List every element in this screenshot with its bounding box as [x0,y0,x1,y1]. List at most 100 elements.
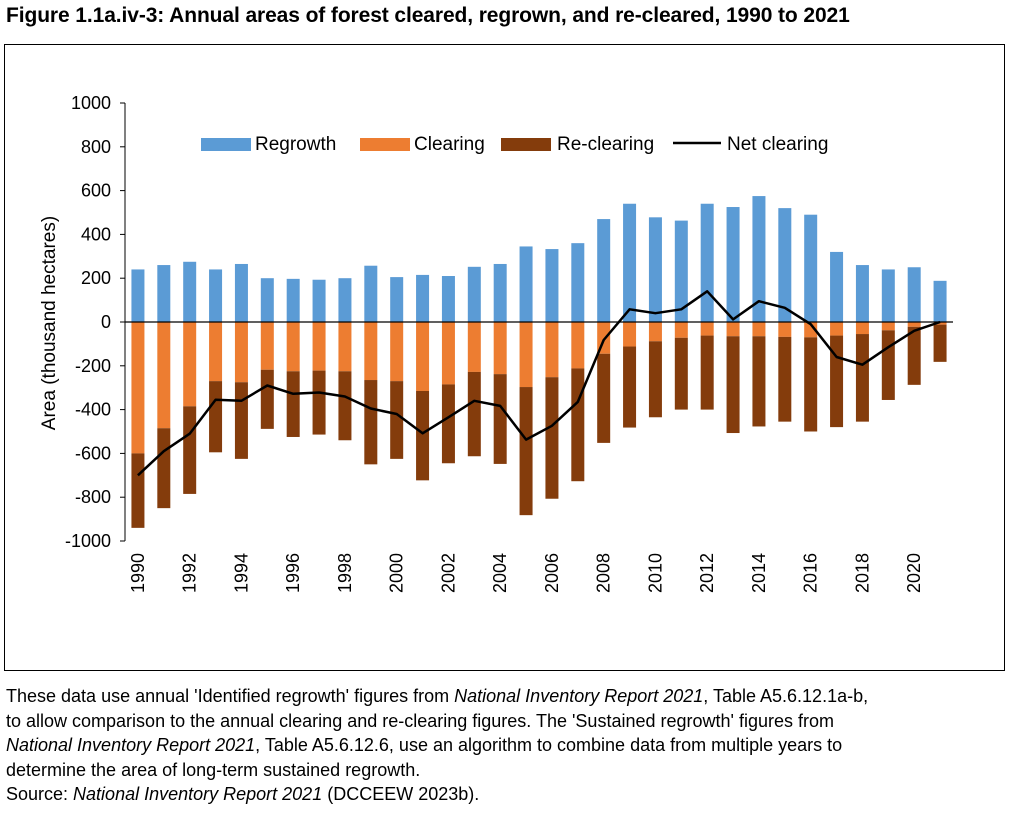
bar-clearing-2007 [571,322,585,369]
bar-regrowth-2006 [545,249,559,322]
bar-regrowth-2002 [441,276,455,322]
bar-regrowth-2014 [752,196,766,322]
bar-regrowth-1991 [157,265,171,322]
legend-swatch-clearing [360,138,410,151]
note-line-1: These data use annual 'Identified regrow… [6,686,869,706]
bar-reclearing-2014 [752,336,766,427]
bar-clearing-2010 [648,322,662,342]
y-tick-label-200: 200 [81,268,111,288]
x-tick-label-2000: 2000 [387,553,407,593]
bar-clearing-2006 [545,322,559,378]
bar-clearing-2000 [390,322,404,382]
bar-regrowth-2009 [623,203,637,322]
bar-reclearing-1997 [312,370,326,435]
chart-area: 1000 800 600 400 200 0 -200 -400 -600 -800 -1000 19… [4,44,1005,671]
bar-regrowth-1990 [131,269,145,322]
bar-clearing-1991 [157,322,171,429]
bar-reclearing-2000 [390,381,404,459]
bar-reclearing-2018 [855,334,869,422]
bar-clearing-2015 [778,322,792,337]
bar-clearing-1990 [131,322,145,454]
y-tick-label-400: 400 [81,224,111,244]
bar-clearing-1997 [312,322,326,371]
y-tick-label-0: 0 [101,312,111,332]
bar-reclearing-1990 [131,453,145,528]
bar-clearing-2012 [700,322,714,336]
y-tick-label--800: -800 [75,487,111,507]
bar-clearing-1998 [338,322,352,372]
bar-reclearing-2006 [545,377,559,499]
bar-regrowth-2000 [390,277,404,322]
figure-notes: These data use annual 'Identified regrow… [6,684,1006,807]
bar-reclearing-2021 [933,324,947,362]
x-tick-label-2002: 2002 [438,553,458,593]
bar-clearing-2017 [830,322,844,336]
bar-clearing-2020 [907,322,921,327]
bar-regrowth-1999 [364,265,378,322]
bar-clearing-2019 [881,322,895,331]
source-line: Source: National Inventory Report 2021 (… [6,784,480,804]
bar-reclearing-2012 [700,335,714,410]
bar-regrowth-2013 [726,207,740,322]
x-tick-label-2018: 2018 [852,553,872,593]
y-tick-label-800: 800 [81,137,111,157]
bar-reclearing-1999 [364,380,378,465]
x-tick-label-1990: 1990 [128,553,148,593]
bar-reclearing-1992 [183,406,197,494]
bar-clearing-2002 [441,322,455,385]
bar-reclearing-2016 [804,337,818,432]
legend: Regrowth Clearing Re-clearing Net cleari… [201,134,828,155]
bar-clearing-1994 [234,322,248,383]
bar-clearing-2013 [726,322,740,337]
bar-regrowth-2017 [830,251,844,322]
bar-regrowth-2003 [467,266,481,322]
bar-clearing-1999 [364,322,378,381]
x-tick-label-2016: 2016 [801,553,821,593]
bar-regrowth-2011 [674,220,688,322]
bar-clearing-2016 [804,322,818,338]
bar-regrowth-2010 [648,217,662,322]
bar-reclearing-2004 [493,374,507,464]
bar-reclearing-2010 [648,341,662,418]
bar-reclearing-2001 [416,390,430,481]
bar-reclearing-2019 [881,330,895,400]
bar-reclearing-1993 [209,381,223,453]
x-tick-label-2020: 2020 [904,553,924,593]
bar-reclearing-2005 [519,387,533,516]
bar-reclearing-2003 [467,371,481,457]
legend-swatch-reclearing [501,138,551,151]
note-line-3: National Inventory Report 2021, Table A5… [6,735,843,755]
bar-regrowth-2021 [933,280,947,322]
x-tick-label-2010: 2010 [645,553,665,593]
bar-clearing-1995 [260,322,274,370]
bar-reclearing-1995 [260,369,274,429]
bars-group [131,196,947,528]
legend-label-net-clearing: Net clearing [727,134,828,155]
y-tick-label-600: 600 [81,181,111,201]
chart-svg: 10008006004002000-200-400-600-800-100019… [39,93,953,593]
bar-regrowth-1992 [183,261,197,322]
bar-reclearing-2009 [623,346,637,428]
bar-regrowth-1997 [312,279,326,322]
bar-regrowth-1996 [286,278,300,322]
bar-reclearing-1994 [234,382,248,459]
x-tick-label-1994: 1994 [231,553,251,593]
bar-reclearing-1996 [286,371,300,437]
bar-reclearing-1998 [338,371,352,441]
bar-regrowth-1998 [338,278,352,322]
bar-regrowth-2012 [700,203,714,322]
bar-regrowth-1995 [260,278,274,322]
bar-regrowth-1993 [209,269,223,322]
x-tick-label-1998: 1998 [335,553,355,593]
x-tick-label-1992: 1992 [180,553,200,593]
bar-regrowth-2015 [778,208,792,322]
legend-label-reclearing: Re-clearing [557,134,654,155]
bar-reclearing-1991 [157,428,171,509]
x-tick-label-1996: 1996 [283,553,303,593]
bar-reclearing-2020 [907,326,921,385]
y-tick-label--400: -400 [75,400,111,420]
x-tick-label-2004: 2004 [490,553,510,593]
bar-regrowth-2001 [416,274,430,322]
x-tick-label-2008: 2008 [594,553,614,593]
figure-title: Figure 1.1a.iv-3: Annual areas of forest… [6,4,850,27]
